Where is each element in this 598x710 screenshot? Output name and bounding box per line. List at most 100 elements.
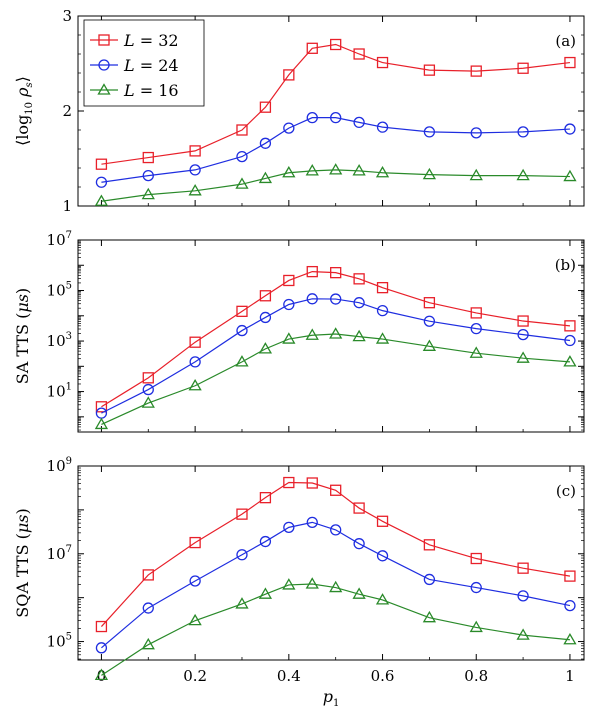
- data-point: [306, 477, 318, 489]
- panel-a: 1 2 3 (a) ⟨log10 ρs⟩: [13, 7, 585, 215]
- data-point: [376, 281, 389, 294]
- panel-c: 105 107 109 0 0.2 0.4 0.6 0.8 1 (c) SQA TTS (μs): [13, 456, 585, 685]
- data-point: [470, 581, 482, 594]
- data-point: [189, 536, 201, 549]
- data-point: [330, 484, 342, 496]
- data-point: [142, 383, 154, 396]
- x-tick-label: 0.8: [464, 667, 488, 685]
- x-tick-label: 0.4: [277, 667, 301, 685]
- data-point: [564, 56, 576, 69]
- data-point: [305, 164, 319, 176]
- data-point: [236, 305, 248, 317]
- series-line-L-24: [101, 521, 571, 649]
- legend-label: L = 32: [123, 31, 179, 50]
- data-point: [353, 116, 365, 129]
- data-point: [283, 274, 295, 287]
- data-point: [142, 602, 154, 614]
- data-point: [188, 378, 202, 391]
- data-point: [422, 610, 437, 623]
- data-point: [236, 324, 248, 337]
- data-point: [95, 158, 108, 170]
- data-point: [283, 521, 295, 534]
- data-point: [259, 311, 272, 324]
- data-point: [306, 112, 318, 124]
- data-point: [306, 516, 318, 529]
- data-point: [259, 101, 272, 113]
- data-point: [517, 590, 529, 602]
- data-point: [188, 613, 202, 626]
- y-tick-label: 107: [47, 230, 72, 249]
- y-tick-label: 101: [47, 382, 72, 401]
- data-point: [258, 171, 273, 184]
- data-point: [376, 56, 389, 69]
- panel-b: 101 103 105 107 (b) SA TTS (μs): [13, 230, 585, 433]
- data-point: [353, 273, 365, 285]
- panel-label: (b): [555, 256, 576, 274]
- data-point: [563, 169, 577, 182]
- data-point: [235, 355, 249, 367]
- data-point: [305, 328, 319, 340]
- data-point: [517, 328, 529, 341]
- x-axis-title: p1: [323, 687, 340, 709]
- series-line-L-32: [100, 481, 571, 627]
- data-point: [564, 570, 576, 582]
- x-tick-label: 0.6: [371, 667, 395, 685]
- legend-box: [83, 19, 205, 107]
- data-point: [375, 165, 390, 178]
- data-point: [141, 187, 155, 200]
- y-tick-label: 1: [62, 197, 72, 215]
- data-point: [142, 569, 154, 581]
- data-point: [423, 573, 436, 586]
- data-point: [258, 342, 273, 354]
- data-point: [353, 48, 365, 60]
- data-point: [282, 578, 296, 590]
- data-point: [94, 194, 109, 206]
- data-point: [563, 355, 577, 367]
- data-point: [306, 293, 318, 305]
- data-point: [470, 552, 482, 565]
- data-point: [470, 65, 482, 77]
- data-point: [329, 327, 343, 339]
- legend-marker: [97, 83, 111, 95]
- data-point: [95, 176, 108, 188]
- data-point: [306, 265, 318, 278]
- legend-marker: [98, 59, 110, 71]
- plot-frame: [77, 239, 585, 433]
- data-point: [564, 334, 576, 347]
- data-point: [283, 122, 295, 134]
- x-tick-label: 0: [97, 667, 107, 685]
- data-point: [189, 145, 201, 157]
- data-point: [236, 549, 248, 561]
- legend-marker: [98, 34, 110, 46]
- data-point: [235, 177, 249, 189]
- data-point: [330, 112, 342, 124]
- data-point: [517, 62, 529, 74]
- legend: L = 32 L = 24 L = 16: [83, 19, 205, 107]
- data-point: [422, 339, 437, 351]
- data-point: [563, 632, 577, 645]
- panel-label: (a): [555, 32, 576, 50]
- data-point: [259, 137, 272, 149]
- data-point: [258, 587, 273, 599]
- data-point: [282, 332, 296, 344]
- series-line-L-32: [101, 43, 571, 165]
- data-point: [236, 124, 248, 136]
- data-point: [376, 515, 389, 527]
- data-point: [189, 356, 201, 368]
- data-point: [142, 372, 154, 384]
- data-point: [306, 42, 318, 54]
- data-point: [469, 346, 483, 358]
- data-point: [517, 126, 529, 138]
- data-point: [282, 165, 296, 178]
- series-line-L-16: [101, 583, 571, 676]
- data-point: [423, 315, 436, 327]
- data-point: [517, 562, 529, 574]
- data-point: [330, 267, 342, 279]
- y-tick-label: 103: [47, 331, 72, 350]
- data-point: [470, 322, 482, 335]
- data-point: [141, 637, 155, 650]
- data-point: [283, 476, 295, 489]
- x-tick-label: 0.2: [183, 667, 207, 685]
- x-axis-title-sub: 1: [333, 698, 339, 709]
- data-point: [259, 535, 272, 548]
